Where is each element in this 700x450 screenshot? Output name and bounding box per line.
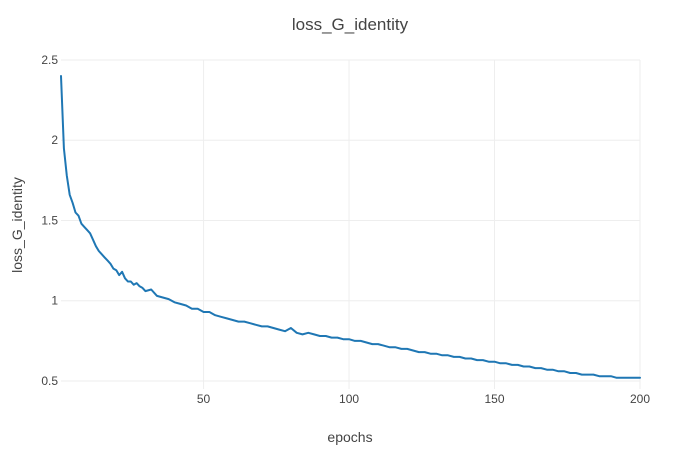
- y-tick-label: 1.5: [41, 213, 58, 227]
- y-axis-label: loss_G_identity: [9, 177, 25, 273]
- chart-title: loss_G_identity: [292, 15, 409, 34]
- series-layer: [60, 75, 641, 379]
- series-line: [60, 75, 641, 379]
- y-tick-label: 2: [51, 133, 58, 147]
- tick-layer: 50 100 150 200 0.5 1 1.5 2 2.5: [41, 53, 650, 406]
- y-tick-label: 2.5: [41, 53, 58, 67]
- x-tick-label: 150: [485, 392, 505, 406]
- y-tick-label: 1: [51, 294, 58, 308]
- x-tick-label: 50: [197, 392, 211, 406]
- y-tick-label: 0.5: [41, 374, 58, 388]
- x-tick-label: 200: [630, 392, 650, 406]
- x-tick-label: 100: [339, 392, 359, 406]
- grid-layer: [61, 59, 641, 389]
- x-axis-label: epochs: [327, 429, 372, 445]
